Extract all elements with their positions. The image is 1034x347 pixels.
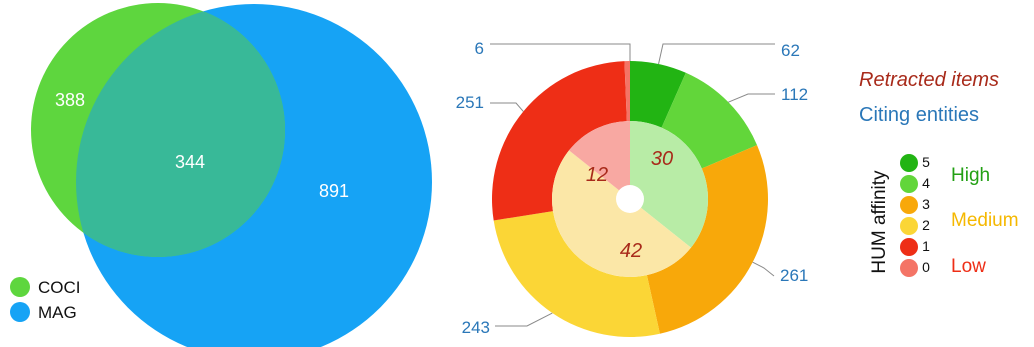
leader-line-affinity-5 [659, 44, 775, 64]
outer-label-affinity-2: 243 [462, 318, 490, 337]
outer-label-affinity-4: 112 [781, 85, 808, 104]
inner-label-low: 12 [586, 164, 608, 186]
donut-center-hole [616, 185, 644, 213]
legend-level-dot-1 [900, 238, 918, 256]
inner-label-high: 30 [651, 148, 673, 170]
legend-label-mag: MAG [38, 303, 77, 322]
legend-group-low: Low [951, 256, 986, 277]
legend-level-dot-5 [900, 154, 918, 172]
nested-donut-chart: 62 112 261 243 251 6 30 42 12 [456, 39, 809, 337]
inner-label-medium: 42 [620, 240, 642, 262]
leader-line-affinity-4 [728, 94, 775, 102]
legend-dot-coci [10, 277, 30, 297]
outer-label-affinity-0: 6 [475, 39, 484, 58]
venn-intersection-value: 344 [175, 152, 205, 172]
legend-series-retracted-items: Retracted items [859, 69, 999, 91]
legend-level-value-5: 5 [922, 154, 930, 170]
venn-coci-only-value: 388 [55, 90, 85, 110]
legend-level-value-1: 1 [922, 238, 930, 254]
legend-level-value-0: 0 [922, 259, 930, 275]
legend-level-value-3: 3 [922, 196, 930, 212]
legend-label-coci: COCI [38, 278, 81, 297]
leader-line-affinity-3 [753, 262, 774, 276]
legend-group-medium: Medium [951, 210, 1019, 231]
legend-level-value-4: 4 [922, 175, 930, 191]
legend-scale-title: HUM affinity [869, 170, 890, 274]
leader-line-affinity-1 [490, 103, 523, 111]
affinity-legend: Retracted items Citing entities HUM affi… [859, 69, 1019, 277]
leader-line-affinity-0 [490, 44, 630, 61]
outer-label-affinity-1: 251 [456, 93, 484, 112]
legend-level-dot-2 [900, 217, 918, 235]
legend-series-citing-entities: Citing entities [859, 104, 979, 126]
venn-legend: COCI MAG [10, 277, 81, 322]
legend-level-dot-0 [900, 259, 918, 277]
legend-level-dot-4 [900, 175, 918, 193]
legend-level-dot-3 [900, 196, 918, 214]
venn-diagram: 388 344 891 COCI MAG [10, 3, 432, 347]
leader-line-affinity-2 [495, 313, 552, 326]
legend-levels: 5 4 3 2 1 0 [900, 154, 930, 277]
venn-mag-only-value: 891 [319, 181, 349, 201]
legend-dot-mag [10, 302, 30, 322]
legend-group-high: High [951, 165, 990, 186]
outer-label-affinity-5: 62 [781, 41, 800, 60]
outer-label-affinity-3: 261 [780, 266, 808, 285]
legend-level-value-2: 2 [922, 217, 930, 233]
